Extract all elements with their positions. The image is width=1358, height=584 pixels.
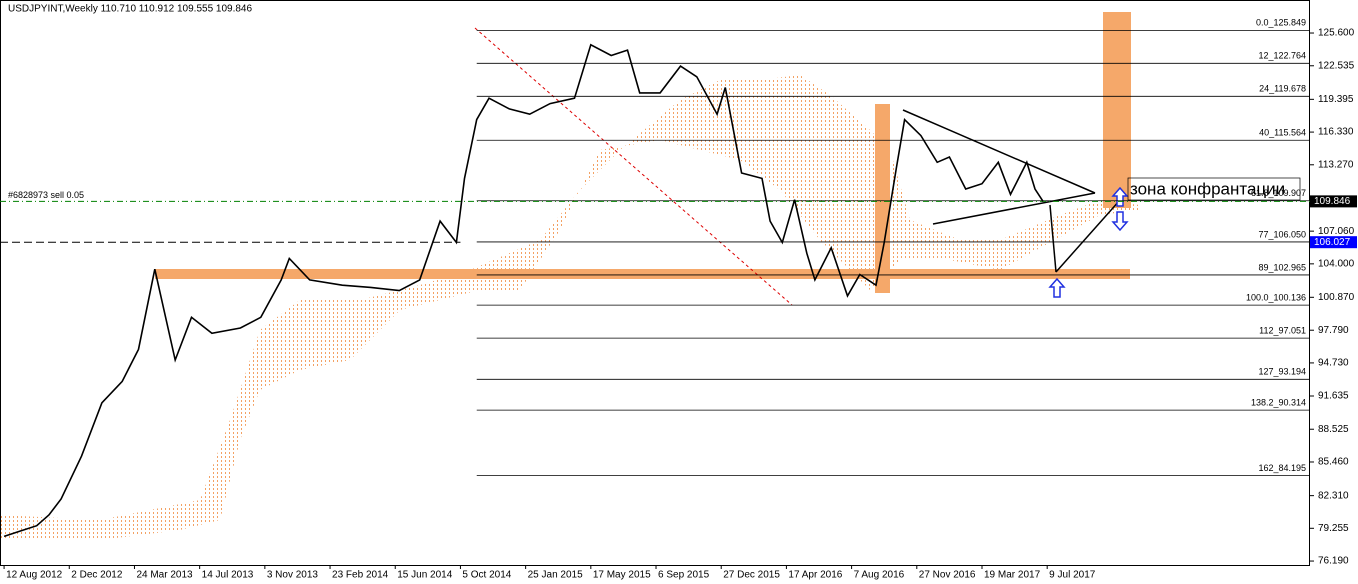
- fibo-label: 112_97.051: [1259, 325, 1306, 335]
- y-tick-label: 82.310: [1318, 490, 1349, 501]
- x-tick-label: 6 Sep 2015: [658, 570, 710, 581]
- x-tick-label: 12 Aug 2012: [6, 570, 63, 581]
- y-tick-label: 91.635: [1318, 391, 1349, 402]
- fibo-label: 61.8_109.907: [1251, 188, 1306, 198]
- fibo-label: 77_106.050: [1258, 229, 1306, 239]
- x-tick-label: 9 Jul 2017: [1049, 570, 1096, 581]
- price-line-series: [3, 43, 1044, 538]
- fibo-label: 24_119.678: [1259, 84, 1306, 94]
- x-tick-label: 14 Jul 2013: [202, 570, 254, 581]
- annotation-box: [1127, 177, 1301, 201]
- x-tick-label: 5 Oct 2014: [462, 570, 511, 581]
- x-tick-label: 17 May 2015: [593, 570, 651, 581]
- triangle-lines: [902, 109, 1121, 273]
- price-tag-bg: [1310, 195, 1357, 208]
- ichimoku-cloud: [0, 75, 1140, 540]
- price-tag-bg: [1310, 236, 1357, 249]
- fibo-label: 127_93.194: [1258, 367, 1306, 377]
- x-tick-label: 3 Nov 2013: [267, 570, 319, 581]
- y-tick-label: 97.790: [1318, 325, 1349, 336]
- y-tick-label: 79.255: [1318, 523, 1349, 534]
- fibo-label: 89_102.965: [1258, 262, 1306, 272]
- y-tick-label: 122.535: [1318, 60, 1355, 71]
- fibo-label: 100.0_100.136: [1246, 293, 1306, 303]
- x-tick-label: 27 Nov 2016: [919, 570, 976, 581]
- order-label: #6828973 sell 0.05: [8, 190, 84, 200]
- x-tick-label: 27 Dec 2015: [723, 570, 780, 581]
- y-tick-label: 104.000: [1318, 258, 1355, 269]
- y-tick-label: 116.330: [1318, 127, 1354, 138]
- zone-band: [155, 269, 1130, 279]
- trend-line: [474, 27, 793, 306]
- y-tick-label: 107.060: [1318, 226, 1355, 237]
- zone-bar: [1103, 12, 1131, 208]
- fibo-label: 162_84.195: [1258, 463, 1306, 473]
- y-tick-label: 94.730: [1318, 358, 1349, 369]
- y-tick-label: 85.460: [1318, 457, 1349, 468]
- fibo-label: 138.2_90.314: [1251, 397, 1306, 407]
- x-tick-label: 19 Mar 2017: [984, 570, 1041, 581]
- y-tick-label: 100.870: [1318, 292, 1355, 303]
- y-tick-label: 119.395: [1318, 94, 1354, 105]
- fibo-label: 0.0_125.849: [1256, 18, 1306, 28]
- y-tick-label: 125.600: [1318, 28, 1355, 39]
- price-tag: 106.027: [1314, 237, 1351, 248]
- fibo-label: 12_122.764: [1258, 51, 1306, 61]
- x-tick-label: 24 Mar 2013: [136, 570, 193, 581]
- y-tick-label: 113.270: [1318, 159, 1354, 170]
- plot-frame: [0, 0, 1310, 566]
- y-tick-label: 88.525: [1318, 424, 1349, 435]
- price-tag: 109.846: [1314, 196, 1351, 207]
- annotation: зона конфрантации: [1130, 179, 1285, 198]
- x-tick-label: 2 Dec 2012: [71, 570, 123, 581]
- chart-title: USDJPYINT,Weekly 110.710 110.912 109.555…: [8, 4, 252, 15]
- arrows: [1048, 186, 1129, 298]
- x-tick-label: 17 Apr 2016: [788, 570, 842, 581]
- fibo-label: 40_115.564: [1259, 128, 1306, 138]
- x-tick-label: 15 Jun 2014: [397, 570, 452, 581]
- zone-bar: [875, 104, 890, 293]
- x-tick-label: 7 Aug 2016: [854, 570, 905, 581]
- x-tick-label: 25 Jan 2015: [528, 570, 583, 581]
- y-tick-label: 76.190: [1318, 556, 1349, 567]
- x-tick-label: 23 Feb 2014: [332, 570, 389, 581]
